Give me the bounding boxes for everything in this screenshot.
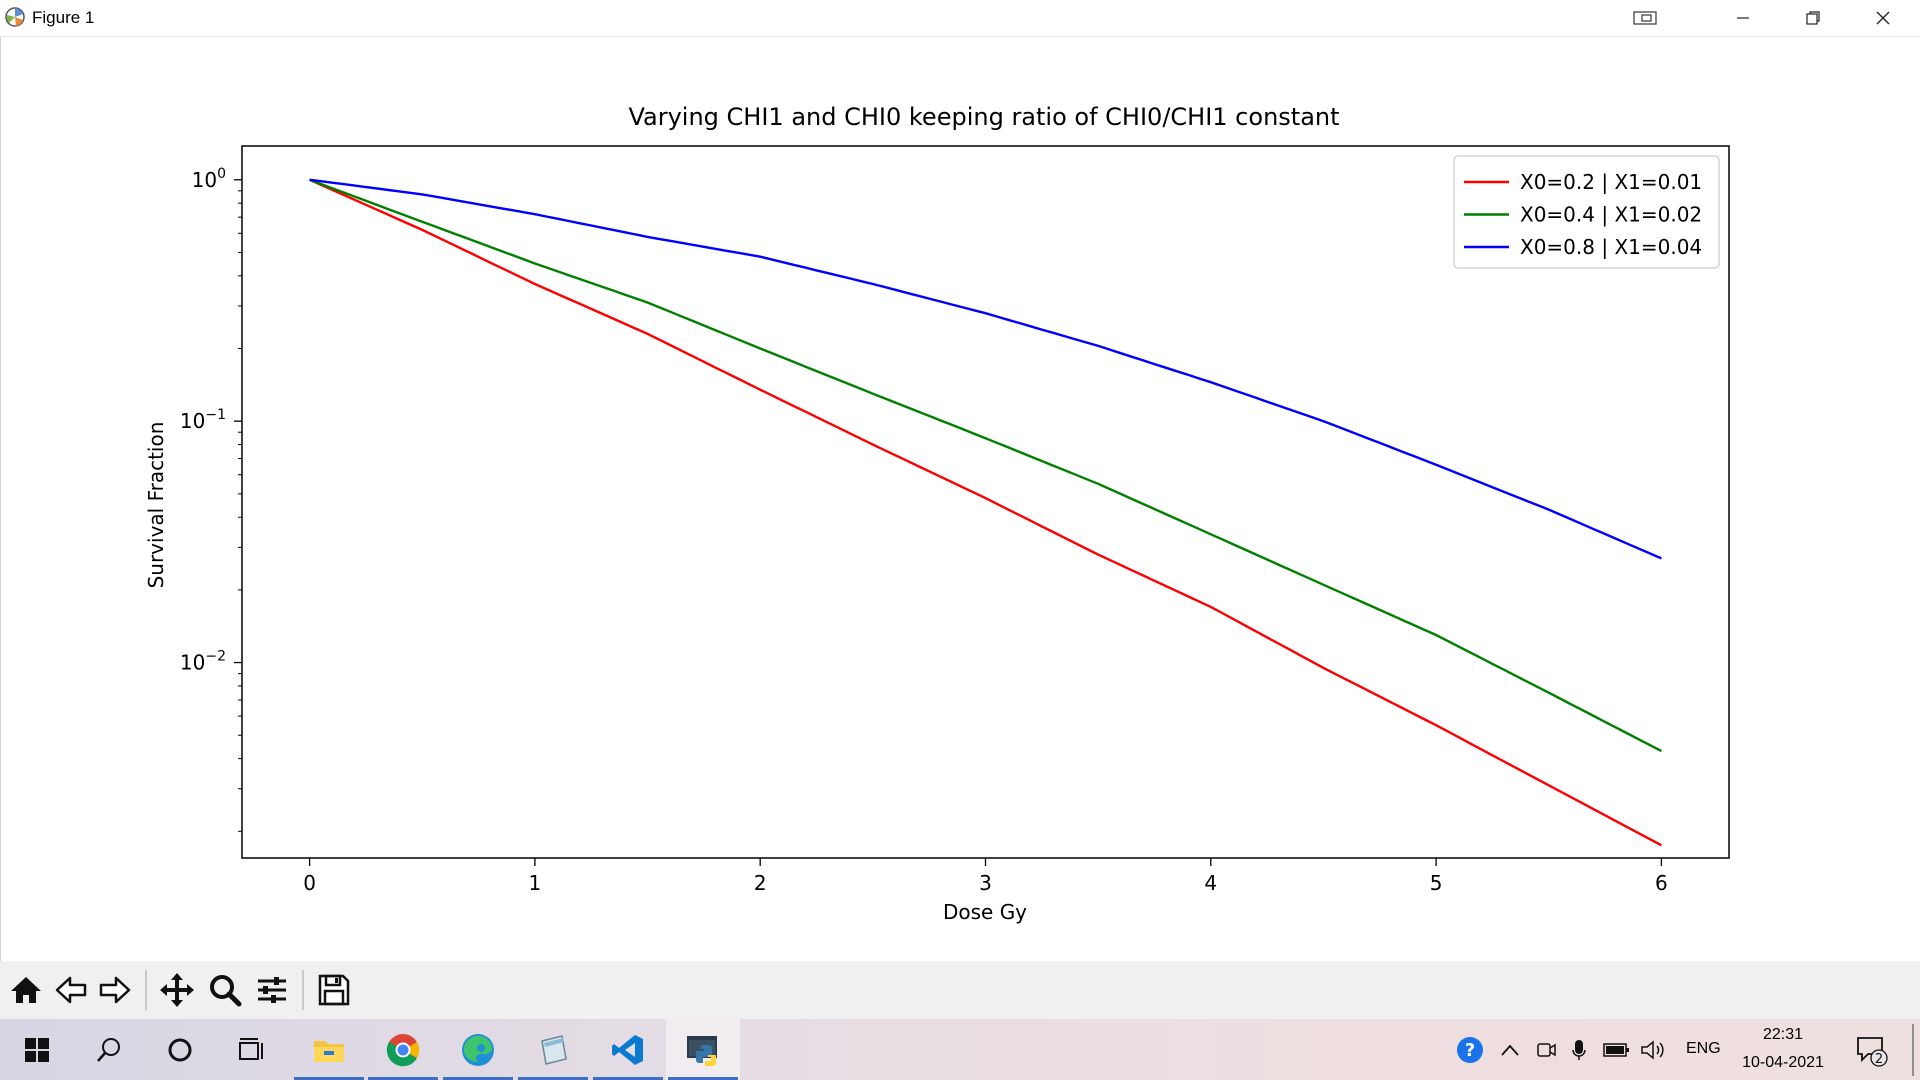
notification-count: 2 — [1875, 1052, 1883, 1067]
notepad-icon — [541, 1034, 567, 1065]
matplotlib-app-icon — [4, 6, 26, 28]
y-axis-label: Survival Fraction — [144, 422, 168, 589]
chart-title: Varying CHI1 and CHI0 keeping ratio of C… — [628, 103, 1339, 131]
python-taskbar-button[interactable] — [666, 1019, 740, 1080]
task-view-taskbar-button[interactable] — [215, 1019, 289, 1080]
battery-icon — [1603, 1042, 1629, 1057]
help-icon: ? — [1457, 1036, 1483, 1063]
x-tick-label: 4 — [1204, 871, 1217, 895]
microphone-icon — [1572, 1039, 1586, 1060]
configure-subplots-icon — [258, 977, 286, 1003]
task-view-button[interactable] — [1610, 0, 1680, 36]
running-indicator — [518, 1077, 588, 1080]
svg-text:?: ? — [1465, 1040, 1475, 1061]
notepad-taskbar-button[interactable] — [516, 1019, 590, 1080]
volume-tray-button[interactable] — [1638, 1019, 1668, 1080]
task-view-icon — [239, 1037, 263, 1060]
input-language[interactable]: ENG — [1686, 1040, 1721, 1057]
zoom-button[interactable] — [203, 968, 247, 1012]
y-tick-label: 10−1 — [180, 407, 226, 433]
back-arrow-icon — [55, 976, 87, 1004]
legend-label: X0=0.8 | X1=0.04 — [1520, 235, 1702, 259]
running-indicator — [294, 1077, 364, 1080]
cortana-icon — [168, 1038, 192, 1061]
restore-icon — [1806, 11, 1820, 25]
forward-button[interactable] — [93, 968, 137, 1012]
zoom-icon — [210, 975, 242, 1007]
figure-canvas[interactable]: Varying CHI1 and CHI0 keeping ratio of C… — [0, 37, 1920, 961]
window-title-bar[interactable]: Figure 1 — [0, 0, 1920, 37]
vscode-taskbar-button[interactable] — [591, 1019, 665, 1080]
pan-icon — [160, 973, 194, 1007]
notifications-button[interactable]: 2 — [1852, 1019, 1892, 1080]
chrome-icon — [386, 1033, 420, 1066]
minimize-icon — [1737, 17, 1749, 19]
back-button[interactable] — [49, 968, 93, 1012]
running-indicator — [593, 1077, 663, 1080]
y-tick-label: 100 — [192, 166, 226, 192]
configure-subplots-button[interactable] — [250, 968, 294, 1012]
show-desktop-button[interactable] — [1912, 1024, 1914, 1076]
toolbar-separator — [302, 970, 304, 1010]
restore-button[interactable] — [1778, 0, 1848, 36]
clock-time[interactable]: 22:31 — [1762, 1026, 1804, 1043]
legend-label: X0=0.4 | X1=0.02 — [1520, 203, 1702, 227]
pan-button[interactable] — [155, 968, 199, 1012]
x-tick-label: 2 — [754, 871, 767, 895]
legend-box — [1453, 155, 1720, 269]
x-tick-label: 1 — [529, 871, 542, 895]
edge-taskbar-button[interactable] — [441, 1019, 515, 1080]
help-tray-button[interactable]: ? — [1452, 1019, 1488, 1080]
meet-now-icon — [1537, 1042, 1556, 1057]
x-tick-label: 6 — [1655, 871, 1668, 895]
vscode-icon — [612, 1034, 643, 1065]
home-button[interactable] — [4, 968, 48, 1012]
x-axis-label: Dose Gy — [943, 900, 1027, 924]
edge-icon — [462, 1033, 494, 1066]
battery-tray-button[interactable] — [1600, 1019, 1632, 1080]
minimize-button[interactable] — [1708, 0, 1778, 36]
file-explorer-taskbar-button[interactable] — [292, 1019, 366, 1080]
search-icon — [97, 1037, 120, 1062]
microphone-tray-button[interactable] — [1566, 1019, 1592, 1080]
volume-icon — [1641, 1039, 1664, 1060]
chevron-up-icon — [1501, 1044, 1519, 1056]
running-indicator — [368, 1077, 438, 1080]
running-indicator — [668, 1077, 738, 1080]
line-chart[interactable]: Varying CHI1 and CHI0 keeping ratio of C… — [1, 37, 1919, 961]
x-tick-label: 3 — [979, 871, 992, 895]
home-icon — [11, 977, 41, 1003]
y-tick-label: 10−2 — [180, 649, 226, 675]
save-icon — [318, 974, 350, 1006]
save-button[interactable] — [312, 968, 356, 1012]
start-button[interactable] — [0, 1019, 74, 1080]
close-button[interactable] — [1848, 0, 1918, 36]
search-button[interactable] — [72, 1019, 146, 1080]
window-title: Figure 1 — [32, 8, 95, 27]
cortana-button[interactable] — [143, 1019, 217, 1080]
series-line-1 — [309, 178, 1662, 847]
file-explorer-icon — [314, 1040, 344, 1062]
x-tick-label: 0 — [303, 871, 316, 895]
series-line-2 — [309, 178, 1662, 753]
show-hidden-icons-button[interactable] — [1496, 1019, 1524, 1080]
chrome-taskbar-button[interactable] — [366, 1019, 440, 1080]
legend-label: X0=0.2 | X1=0.01 — [1520, 170, 1702, 194]
series-line-3 — [309, 178, 1662, 560]
clock-date[interactable]: 10-04-2021 — [1742, 1054, 1824, 1071]
forward-arrow-icon — [99, 976, 131, 1004]
task-view-icon — [1633, 11, 1657, 25]
start-icon — [25, 1037, 49, 1062]
toolbar-separator — [145, 970, 147, 1010]
close-icon — [1876, 11, 1890, 25]
running-indicator — [443, 1077, 513, 1080]
meet-now-tray-button[interactable] — [1532, 1019, 1560, 1080]
x-tick-label: 5 — [1430, 871, 1443, 895]
python-icon — [687, 1035, 717, 1066]
notification-icon: 2 — [1857, 1036, 1888, 1067]
legend: X0=0.2 | X1=0.01 X0=0.4 | X1=0.02 X0=0.8 |… — [1453, 155, 1720, 269]
